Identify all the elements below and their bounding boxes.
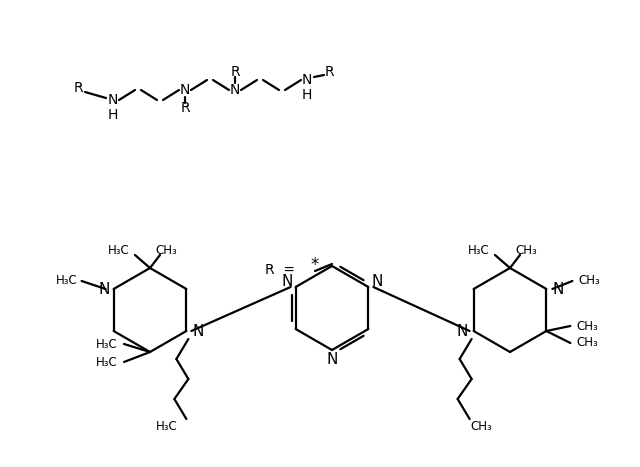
Text: N: N <box>180 83 190 97</box>
Text: R: R <box>230 65 240 79</box>
Text: N: N <box>552 282 564 297</box>
Text: H₃C: H₃C <box>96 338 118 351</box>
Text: N: N <box>108 93 118 107</box>
Text: N: N <box>302 73 312 87</box>
Text: H₃C: H₃C <box>156 420 177 433</box>
Text: H₃C: H₃C <box>56 275 77 288</box>
Text: N: N <box>99 282 109 297</box>
Text: CH₃: CH₃ <box>577 337 598 349</box>
Text: CH₃: CH₃ <box>577 319 598 333</box>
Text: R: R <box>73 81 83 95</box>
Text: CH₃: CH₃ <box>515 243 537 256</box>
Text: CH₃: CH₃ <box>579 275 600 288</box>
Text: CH₃: CH₃ <box>471 420 493 433</box>
Text: H: H <box>302 88 312 102</box>
Text: N: N <box>230 83 240 97</box>
Text: H₃C: H₃C <box>96 355 118 368</box>
Text: N: N <box>193 324 204 339</box>
Text: N: N <box>326 353 338 368</box>
Text: H: H <box>108 108 118 122</box>
Text: CH₃: CH₃ <box>155 243 177 256</box>
Text: H₃C: H₃C <box>468 243 490 256</box>
Text: N: N <box>456 324 468 339</box>
Text: H₃C: H₃C <box>108 243 130 256</box>
Text: *: * <box>311 256 319 274</box>
Text: R: R <box>180 101 190 115</box>
Text: R  =: R = <box>265 263 295 277</box>
Text: N: N <box>281 275 292 290</box>
Text: R: R <box>324 65 334 79</box>
Text: N: N <box>371 275 383 290</box>
